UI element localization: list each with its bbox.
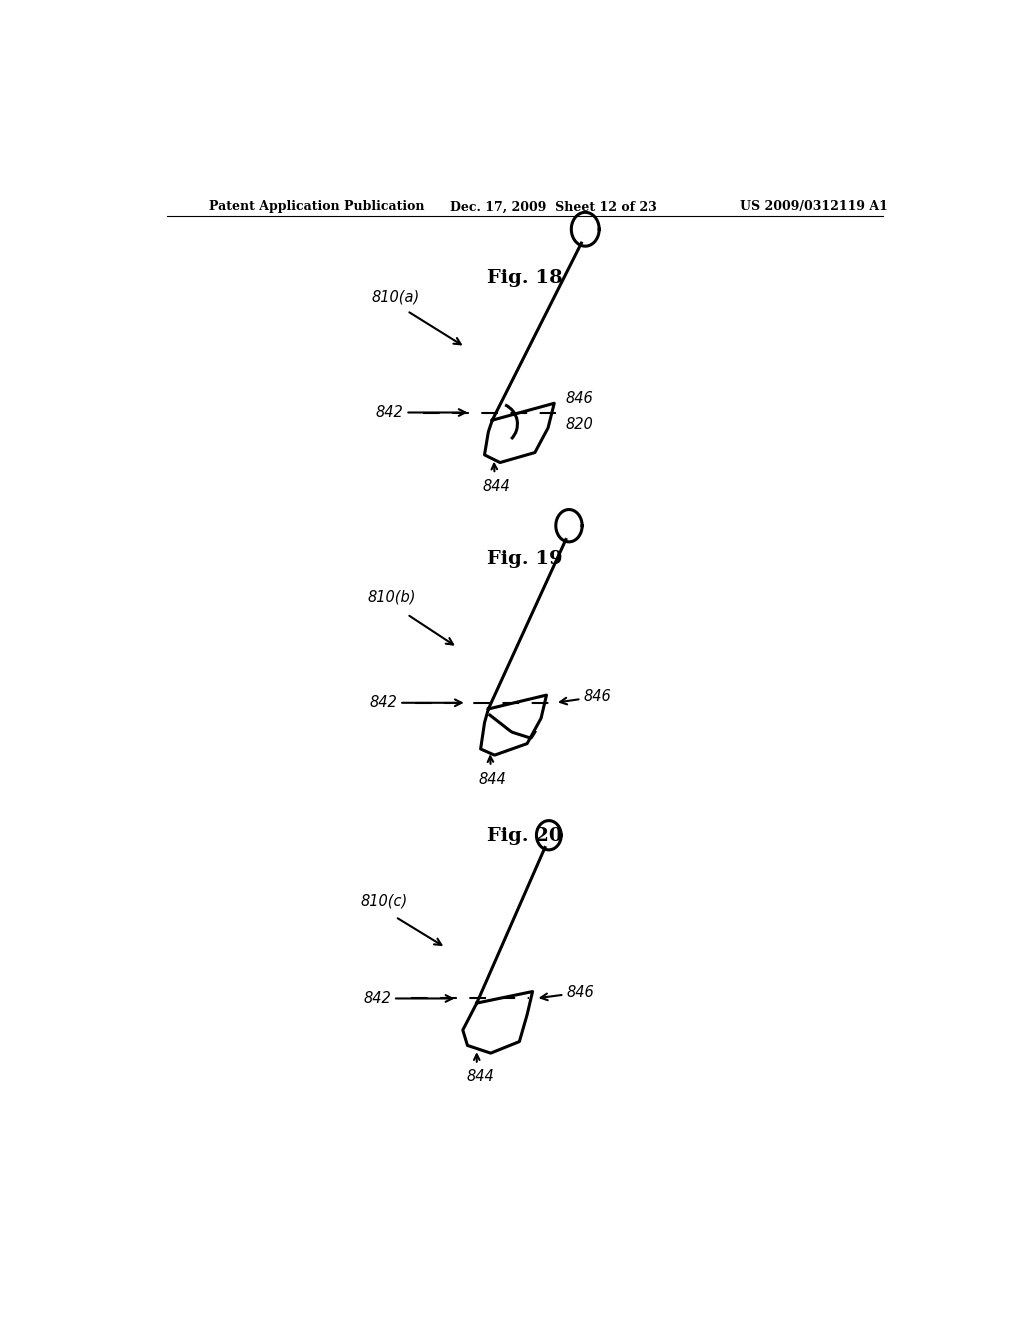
Text: 846: 846 [584, 689, 611, 704]
Text: 820: 820 [566, 417, 594, 432]
Text: Fig. 18: Fig. 18 [487, 269, 562, 286]
Text: Dec. 17, 2009  Sheet 12 of 23: Dec. 17, 2009 Sheet 12 of 23 [450, 201, 656, 214]
Text: 810(b): 810(b) [368, 590, 416, 605]
Text: Fig. 20: Fig. 20 [487, 828, 562, 845]
Text: 842: 842 [370, 696, 397, 710]
Text: 844: 844 [467, 1069, 495, 1084]
Text: 842: 842 [376, 405, 403, 420]
Text: 846: 846 [565, 391, 593, 407]
Text: 810(a): 810(a) [372, 289, 420, 305]
Text: 844: 844 [478, 772, 506, 787]
Text: 810(c): 810(c) [360, 894, 408, 909]
Text: Fig. 19: Fig. 19 [487, 550, 562, 568]
Text: 844: 844 [482, 479, 510, 495]
Text: 846: 846 [566, 985, 594, 999]
Text: Patent Application Publication: Patent Application Publication [209, 201, 425, 214]
Text: 842: 842 [364, 991, 391, 1006]
Text: US 2009/0312119 A1: US 2009/0312119 A1 [740, 201, 888, 214]
